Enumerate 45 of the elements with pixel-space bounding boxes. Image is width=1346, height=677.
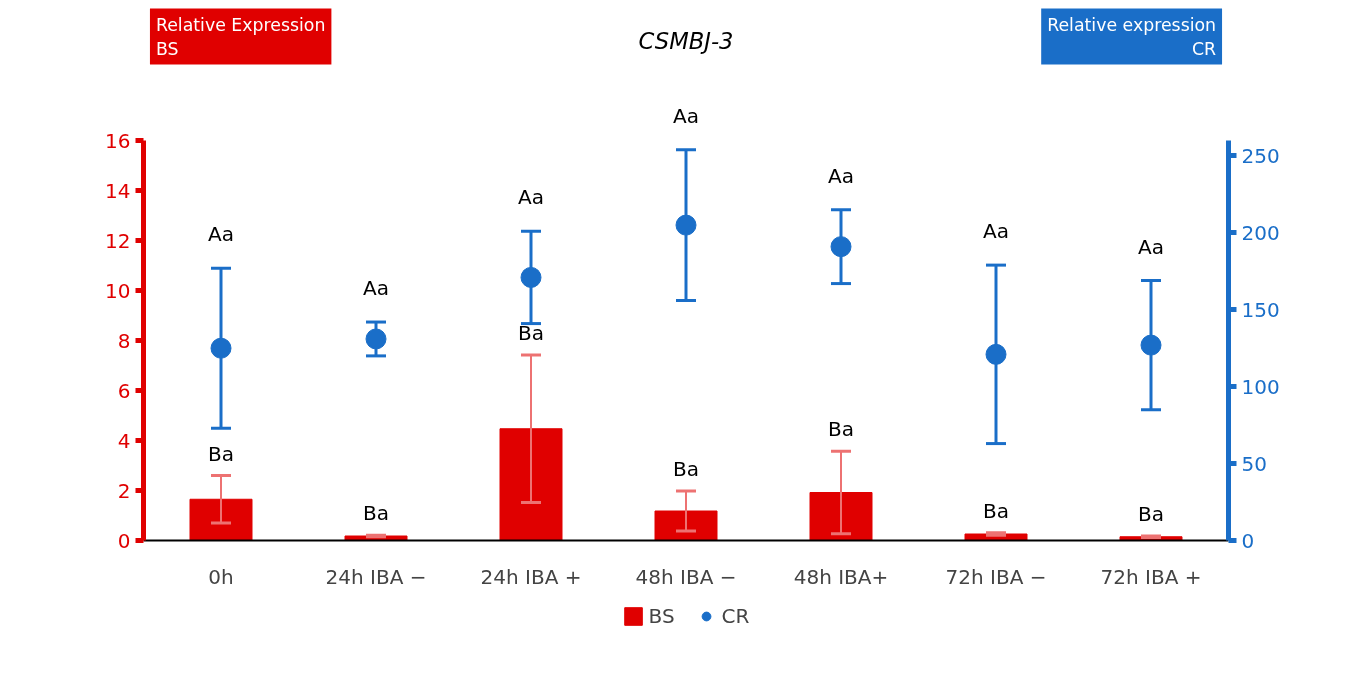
y2-tick-label: 150 — [1241, 297, 1280, 322]
x-tick-label: 24h IBA − — [325, 564, 427, 589]
x-tick-label: 48h IBA+ — [793, 564, 889, 589]
annotation: Ba — [518, 321, 544, 345]
y-tick-label: 2 — [117, 478, 131, 503]
x-tick-label: 72h IBA − — [945, 564, 1047, 589]
bar — [654, 510, 718, 541]
y-tick-label: 12 — [105, 228, 131, 253]
y-tick-label: 4 — [117, 428, 131, 453]
x-tick-label: 0h — [208, 564, 234, 589]
annotation: Aa — [983, 219, 1009, 244]
x-tick-label: 24h IBA + — [480, 564, 582, 589]
annotation: Aa — [1138, 234, 1164, 259]
annotation: Aa — [828, 163, 854, 188]
y-tick-label: 10 — [105, 278, 131, 303]
x-tick-label: 72h IBA + — [1100, 564, 1202, 589]
legend-label: CR — [721, 604, 750, 628]
y2-tick-label: 250 — [1241, 143, 1280, 168]
bar — [499, 428, 563, 541]
y-tick-label: 0 — [117, 528, 131, 553]
y-tick-label: 14 — [105, 178, 131, 203]
annotation: Ba — [1138, 502, 1164, 526]
annotation: Aa — [208, 222, 234, 247]
y2-tick-label: 50 — [1241, 451, 1267, 476]
y2-tick-label: 100 — [1241, 374, 1280, 399]
bar — [809, 492, 873, 541]
x-tick-label: 48h IBA − — [635, 564, 737, 589]
bar — [189, 498, 253, 541]
annotation: Ba — [208, 441, 234, 466]
annotation: Aa — [518, 185, 544, 210]
y2-axis-title: Relative expression CR — [1047, 14, 1217, 59]
y-tick-label: 8 — [117, 328, 131, 353]
y-axis-title: Relative Expression BS — [155, 14, 326, 59]
annotation: Ba — [673, 457, 699, 481]
y2-tick-label: 200 — [1241, 220, 1280, 245]
y-tick-label: 6 — [117, 378, 131, 403]
annotation: Aa — [363, 276, 389, 301]
y2-tick-label: 0 — [1241, 528, 1255, 553]
annotation: Ba — [828, 417, 854, 442]
annotation: Ba — [363, 501, 389, 526]
annotation: Ba — [983, 498, 1009, 523]
text: Aa — [673, 103, 699, 128]
legend-label: BS — [648, 604, 675, 628]
y-tick-label: 16 — [105, 128, 131, 153]
chart-title: CSMBJ-3 — [638, 27, 734, 54]
